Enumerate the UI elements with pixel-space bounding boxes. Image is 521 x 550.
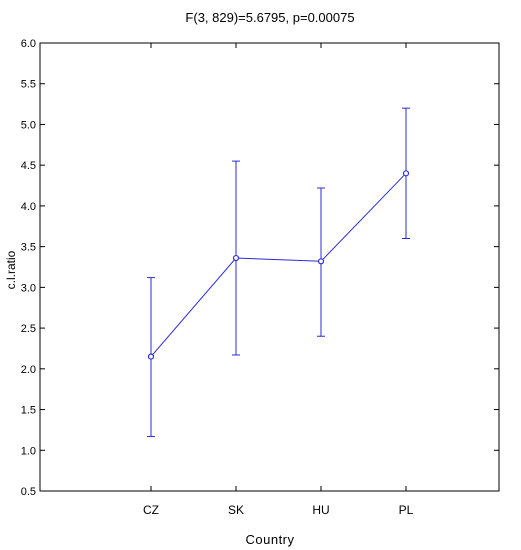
y-tick-label: 2.0 [21, 364, 36, 376]
y-tick-label: 1.5 [21, 405, 36, 417]
y-tick-label: 6.0 [21, 38, 36, 50]
plot-frame [39, 42, 500, 492]
series-group [147, 107, 410, 437]
y-axis-label: c.l.ratio [4, 250, 18, 289]
x-axis-label: Country [245, 532, 294, 547]
x-tick-label: PL [399, 503, 414, 517]
data-point [232, 254, 240, 262]
x-tick-label: SK [228, 503, 244, 517]
y-tick-label: 4.0 [21, 201, 36, 213]
series-line [150, 172, 407, 357]
y-tick-label: 3.0 [21, 282, 36, 294]
y-tick-label: 2.5 [21, 323, 36, 335]
y-axis-ticks: 0.5 1.0 1.5 2.0 2.5 3.0 3.5 4.0 4.5 5.0 5.5 6.0 [21, 38, 499, 498]
data-point [402, 170, 410, 177]
x-axis-ticks: CZ SK HU PL [143, 43, 414, 517]
y-tick-label: 5.0 [21, 119, 36, 131]
y-tick-label: 5.5 [21, 79, 36, 91]
x-tick-label: HU [312, 503, 329, 517]
chart-title: F(3, 829)=5.6795, p=0.00075 [185, 10, 354, 25]
x-tick-label: CZ [143, 503, 159, 517]
data-point [147, 353, 155, 360]
y-tick-label: 4.5 [21, 160, 36, 172]
data-point [317, 258, 325, 265]
y-tick-label: 0.5 [21, 486, 36, 498]
y-tick-label: 3.5 [21, 242, 36, 254]
y-tick-label: 1.0 [21, 445, 36, 457]
